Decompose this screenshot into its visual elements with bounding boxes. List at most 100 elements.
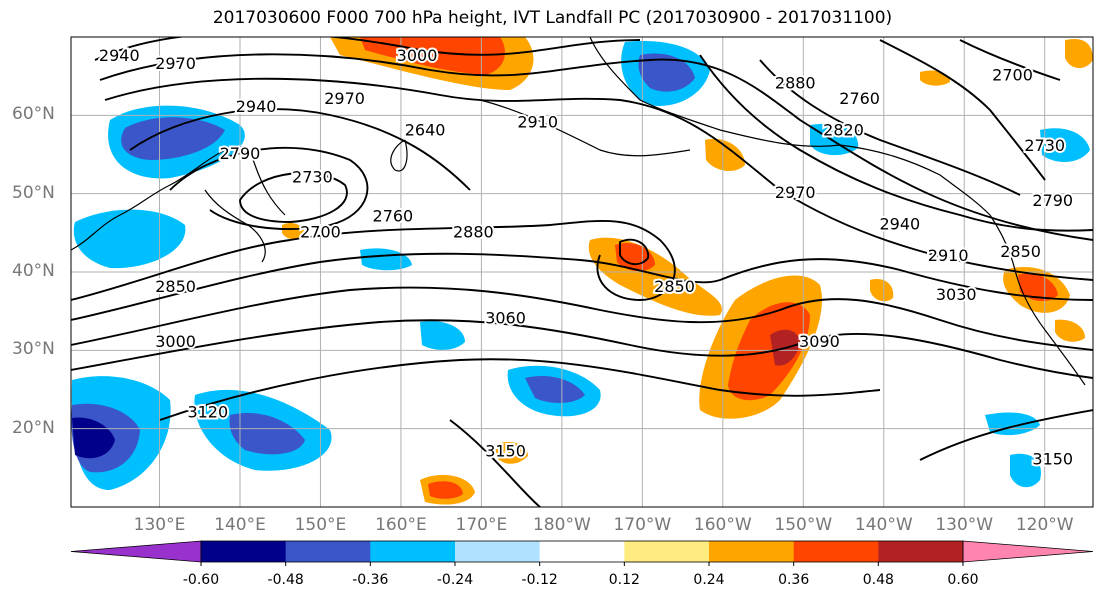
contour-label: 2970 (775, 183, 816, 202)
coastline-north-america (989, 214, 1086, 386)
longitude-label: 170°E (455, 515, 508, 535)
contour-label: 2910 (517, 113, 558, 132)
contour-label: 2730 (292, 168, 333, 187)
colorbar-tick-label: 0.60 (947, 572, 979, 588)
height-contour (919, 409, 1093, 461)
longitude-label: 150°E (294, 515, 347, 535)
longitude-label: 150°W (774, 515, 833, 535)
height-contour (879, 39, 1046, 181)
colorbar-tick-label: -0.36 (352, 572, 389, 588)
contour-label: 2940 (99, 46, 140, 65)
ivt-positive-region (705, 138, 745, 172)
colorbar-tick-label: -0.48 (267, 572, 304, 588)
ivt-positive-region (495, 442, 528, 464)
colorbar-tick-label: 0.24 (693, 572, 725, 588)
longitude-label: 130°W (935, 515, 994, 535)
coastline-kamchatka (390, 139, 408, 172)
ivt-negative-region (72, 417, 115, 459)
contour-label: 2760 (373, 207, 414, 226)
ivt-positive-region (870, 279, 894, 302)
height-contours (71, 37, 1093, 507)
colorbar-extend-high (962, 540, 1094, 563)
height-contour (94, 37, 641, 61)
ivt-negative-region (420, 321, 465, 350)
height-contour (449, 419, 541, 507)
contour-label: 2700 (992, 66, 1033, 85)
contour-label: 2880 (453, 222, 494, 241)
colorbar-segment (201, 541, 287, 562)
height-contour (99, 53, 1093, 241)
colorbar-tick-label: 0.48 (862, 572, 894, 588)
contour-label: 3030 (936, 285, 977, 304)
height-contour (239, 172, 348, 223)
contour-label: 3150 (1032, 450, 1073, 469)
height-contour (71, 319, 1093, 379)
ivt-negative-region (810, 123, 859, 156)
contour-label: 2850 (1000, 242, 1041, 261)
longitude-label: 140°E (214, 515, 266, 535)
longitude-label: 130°E (133, 515, 186, 535)
map-title: 2017030600 F000 700 hPa height, IVT Land… (212, 8, 893, 28)
height-contour (71, 252, 1093, 321)
contour-label: 3150 (485, 442, 526, 461)
height-contour (71, 220, 676, 301)
longitude-label: 160°W (693, 515, 752, 535)
contour-label: 3060 (485, 309, 526, 328)
ivt-negative-region (73, 209, 186, 269)
map-gridlines (71, 37, 1093, 507)
ivt-positive-region (428, 481, 463, 499)
colorbar-segment (709, 541, 795, 562)
latitude-label: 20°N (12, 417, 55, 438)
ivt-positive-region (615, 242, 655, 272)
ivt-negative-region (121, 117, 225, 160)
colorbar-tick-label: 0.12 (608, 572, 640, 588)
colorbar-frame (200, 540, 964, 563)
height-contour (959, 39, 1061, 81)
map-frame (70, 36, 1094, 508)
longitude-label: 120°W (1015, 515, 1074, 535)
longitude-label: 170°W (613, 515, 672, 535)
contour-label: 2940 (880, 215, 921, 234)
longitude-label: 140°W (854, 515, 913, 535)
ivt-positive-region (1065, 39, 1093, 69)
height-contour (759, 59, 1021, 196)
colorbar-segment (455, 541, 541, 562)
colorbar-tick-label: -0.60 (182, 572, 220, 588)
colorbar-tick-label: -0.12 (521, 572, 558, 588)
height-contour (159, 358, 881, 421)
height-contour (104, 77, 1093, 281)
contour-label: 2700 (300, 222, 341, 241)
colorbar-segment (878, 541, 964, 562)
ivt-shading (71, 37, 1093, 505)
latitude-label: 40°N (12, 261, 55, 281)
contour-label: 2640 (405, 121, 446, 140)
colorbar-segment (285, 541, 371, 562)
contour-label: 2820 (823, 121, 864, 140)
longitude-label: 160°E (375, 515, 427, 535)
coastline-aleutians (479, 99, 691, 157)
latitude-label: 50°N (12, 182, 55, 203)
ivt-negative-region (229, 412, 305, 455)
colorbar (70, 540, 1094, 566)
contour-label: 2760 (839, 89, 880, 108)
coastline-asia (71, 145, 286, 251)
height-contour (169, 146, 369, 230)
ivt-positive-region (282, 223, 305, 240)
latitude-label: 30°N (12, 339, 55, 360)
colorbar-extend-low (70, 540, 202, 563)
coastlines (71, 37, 1086, 386)
height-contour (71, 286, 1093, 351)
ivt-negative-region (360, 248, 412, 271)
latitude-label: 60°N (12, 104, 55, 125)
height-contour (699, 54, 1093, 232)
ivt-negative-region (1010, 453, 1041, 488)
contour-label: 2790 (220, 144, 261, 163)
contour-label: 2850 (654, 277, 695, 296)
contour-label: 3000 (397, 46, 438, 65)
colorbar-tick-label: -0.24 (436, 572, 474, 588)
ivt-negative-region (1040, 128, 1090, 162)
map-area: 2940 2970 3000 2940 2970 2790 2640 2730 2910 2760… (71, 37, 1093, 507)
colorbar-segment (370, 541, 456, 562)
colorbar-segment (624, 541, 710, 562)
